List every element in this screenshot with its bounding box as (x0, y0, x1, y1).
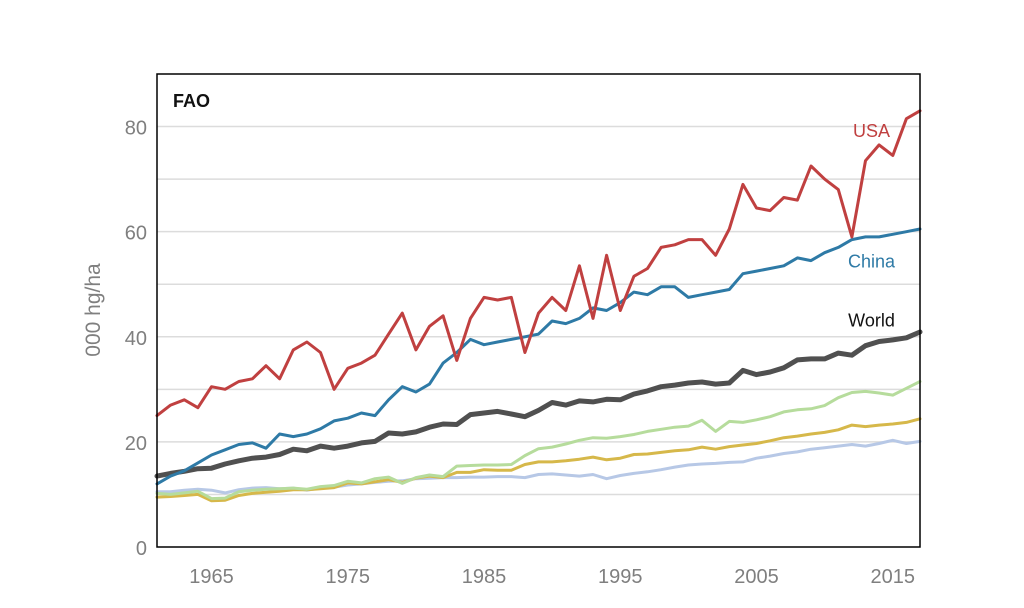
series-line-china (155, 227, 922, 486)
x-tick-1985: 1985 (462, 566, 507, 588)
series-label-china: China (848, 251, 896, 271)
series-label-usa: USA (853, 121, 890, 141)
plot-background (157, 74, 920, 547)
y-tick-80: 80 (125, 118, 147, 140)
series-lines (154, 109, 923, 503)
x-tick-2015: 2015 (871, 566, 916, 588)
y-tick-20: 20 (125, 433, 147, 455)
series-line-world (154, 329, 923, 479)
series-line-gold (155, 417, 922, 503)
y-tick-labels: 0 20 40 60 80 (125, 118, 147, 560)
series-labels: World China USA (848, 121, 896, 330)
y-tick-0: 0 (136, 538, 147, 560)
x-tick-2005: 2005 (734, 566, 779, 588)
series-line-usa (155, 109, 922, 418)
x-tick-1975: 1975 (326, 566, 371, 588)
series-line-light-green (155, 380, 922, 501)
x-tick-1965: 1965 (189, 566, 234, 588)
x-tick-labels: 1965 1975 1985 1995 2005 2015 (189, 566, 915, 588)
y-tick-40: 40 (125, 328, 147, 350)
series-label-world: World (848, 310, 895, 330)
gridlines (157, 125, 920, 496)
plot-frame (156, 73, 921, 548)
x-tick-1995: 1995 (598, 566, 643, 588)
y-axis-label: 000 hg/ha (82, 263, 105, 357)
chart-title: FAO (173, 91, 210, 111)
y-tick-60: 60 (125, 223, 147, 245)
